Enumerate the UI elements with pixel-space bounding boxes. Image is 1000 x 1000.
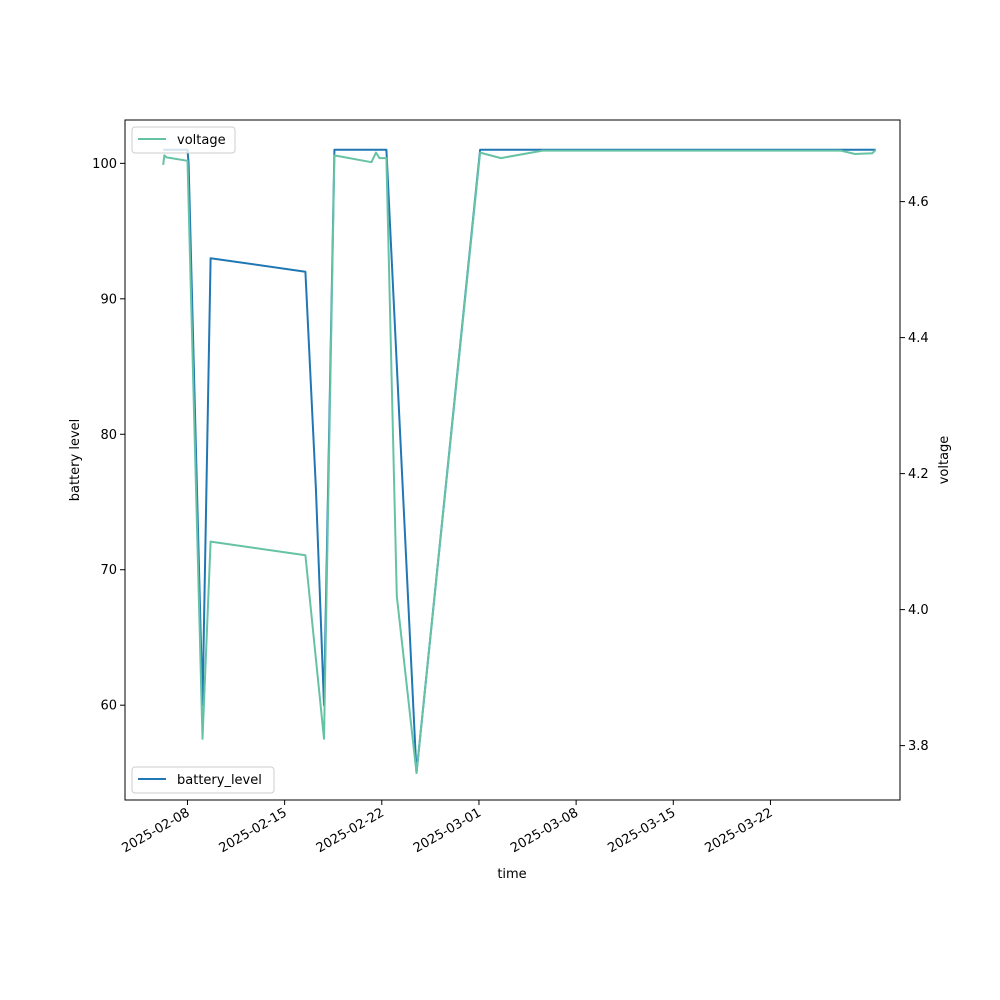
y-right-tick-label: 3.8 [908,739,929,754]
x-tick-label: 2025-03-15 [605,805,678,856]
y-left-tick-label: 80 [100,428,117,443]
legend-battery-level-label: battery_level [177,773,262,788]
x-tick-label: 2025-02-08 [120,805,193,856]
x-axis: 2025-02-08 2025-02-15 2025-02-22 2025-03-01… [120,800,776,856]
y-left-tick-label: 70 [100,563,117,578]
y-right-tick-label: 4.4 [908,331,929,346]
y-right-tick-label: 4.0 [908,603,929,618]
x-tick-label: 2025-02-15 [217,805,290,856]
x-tick-label: 2025-03-01 [411,805,484,856]
x-tick-label: 2025-02-22 [314,805,387,856]
series-line-voltage [162,149,877,774]
x-tick-label: 2025-03-08 [508,805,581,856]
y-right-tick-label: 4.6 [908,195,929,210]
plot-area [162,148,877,774]
y-left-tick-label: 100 [92,157,117,172]
y-axis-left: 60 70 80 90 100 [92,157,125,714]
y-right-tick-label: 4.2 [908,467,929,482]
y-axis-right: 3.8 4.0 4.2 4.4 4.6 [900,195,929,754]
x-tick-label: 2025-03-22 [703,805,776,856]
y-axis-right-label: voltage [937,436,952,485]
y-left-tick-label: 90 [100,292,117,307]
legend-voltage: voltage [131,126,236,154]
legend-battery-level: battery_level [131,766,275,794]
x-axis-label: time [497,867,526,882]
legend-voltage-label: voltage [177,133,226,148]
y-left-tick-label: 60 [100,699,117,714]
axes-frame [124,119,901,801]
series-line-battery-level [163,148,876,774]
y-axis-left-label: battery level [68,419,83,502]
